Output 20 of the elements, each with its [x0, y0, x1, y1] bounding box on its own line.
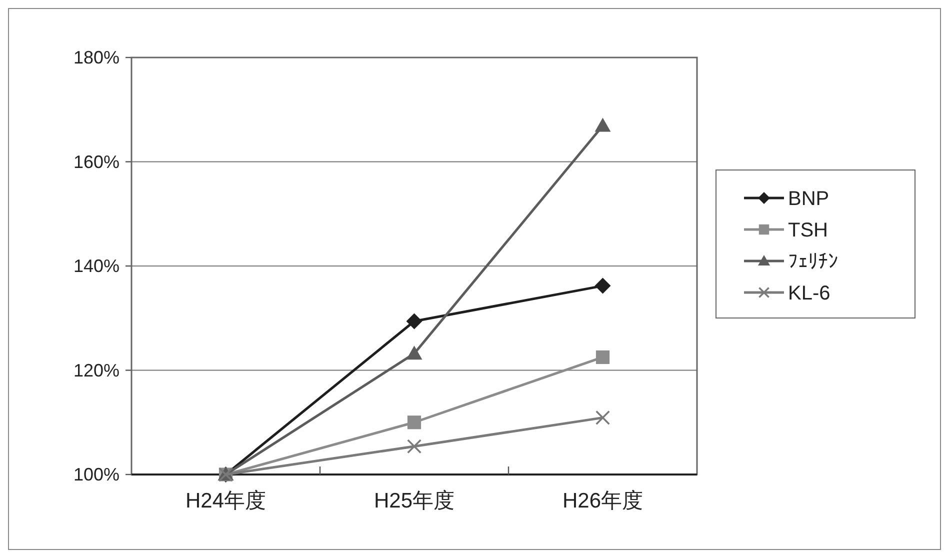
- x-tick-label: H24年度: [185, 490, 266, 512]
- x-tick-label: H25年度: [374, 490, 455, 512]
- point: [594, 118, 611, 132]
- legend-label: KL-6: [788, 282, 830, 304]
- point: [594, 278, 611, 294]
- legend-label: TSH: [788, 220, 828, 242]
- y-tick-label: 180%: [73, 48, 120, 68]
- y-tick-label: 160%: [73, 152, 120, 172]
- y-tick-label: 120%: [73, 360, 120, 380]
- point: [407, 416, 422, 430]
- point: [406, 313, 422, 330]
- point: [406, 346, 422, 360]
- x-tick-label: H26年度: [562, 490, 644, 512]
- y-tick-label: 140%: [73, 256, 120, 276]
- y-tick-label: 100%: [73, 464, 120, 484]
- legend-label: BNP: [788, 188, 830, 210]
- legend-label: ﾌｪﾘﾁﾝ: [788, 251, 838, 273]
- point: [406, 439, 422, 454]
- point: [595, 410, 610, 425]
- point: [596, 350, 610, 364]
